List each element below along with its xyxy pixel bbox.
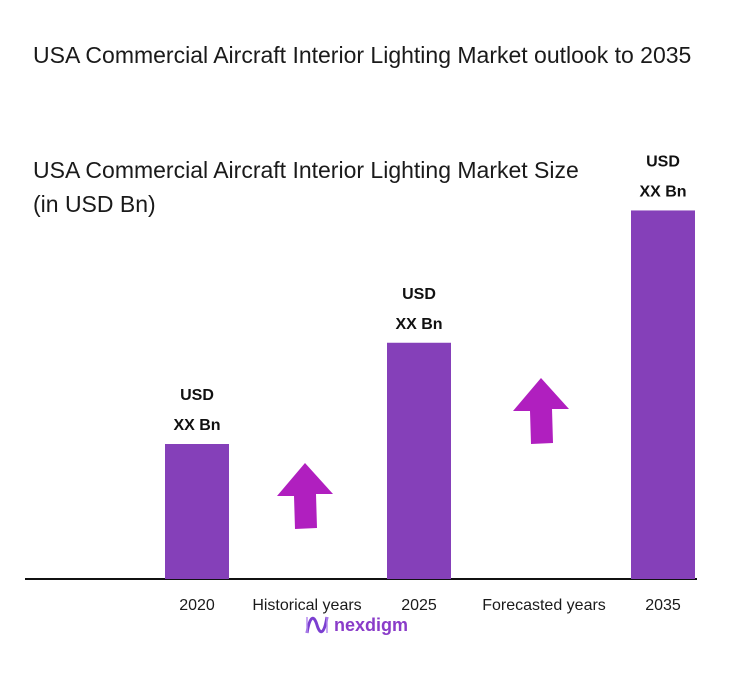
data-label-2020: XX Bn: [173, 417, 220, 434]
data-label-2020: USD: [180, 387, 214, 404]
bar-2025: [387, 342, 451, 579]
logo-text: nexdigm: [334, 614, 409, 635]
data-label-2025: USD: [402, 286, 436, 303]
x-tick-label: 2025: [401, 597, 437, 614]
data-label-2035: XX Bn: [639, 183, 686, 200]
page-title: USA Commercial Aircraft Interior Lightin…: [33, 42, 692, 68]
bar-2035: [631, 210, 695, 579]
up-arrow-icon: [277, 463, 333, 529]
logo-wave-icon: [305, 616, 329, 634]
data-label-2025: XX Bn: [395, 316, 442, 333]
x-tick-label: 2035: [645, 597, 681, 614]
up-arrow-icon: [513, 378, 569, 444]
data-label-2035: USD: [646, 153, 680, 170]
chart-title: USA Commercial Aircraft Interior Lightin…: [33, 157, 579, 217]
bar-2020: [165, 444, 229, 579]
period-label-historical: Historical years: [252, 597, 361, 614]
nexdigm-logo: nexdigm: [304, 613, 408, 637]
x-tick-label: 2020: [179, 597, 215, 614]
period-label-forecasted: Forecasted years: [482, 597, 606, 614]
